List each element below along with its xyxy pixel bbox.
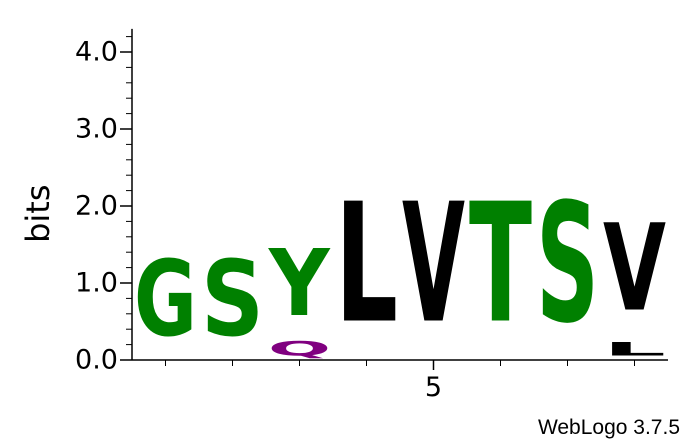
logo-letter-v: V (603, 200, 666, 339)
logo-letter-q: Q (268, 337, 331, 360)
logo-letter-l: L (335, 169, 398, 361)
y-tick-label: 4.0 (75, 37, 118, 68)
y-axis-ticks: 0.0 1.0 2.0 3.0 4.0 (75, 36, 132, 376)
logo-letter-g: G (134, 238, 197, 360)
y-tick-label: 0.0 (75, 345, 118, 376)
logo-letter-v: V (402, 168, 465, 359)
logo-letter-s: S (536, 169, 599, 360)
y-tick-label: 1.0 (75, 268, 118, 299)
x-tick-label: 5 (425, 372, 442, 403)
y-axis-label: bits (19, 184, 57, 242)
y-tick-label: 3.0 (75, 114, 118, 145)
logo-letter-s: S (201, 239, 264, 360)
logo-letters: G S QY L V T S LV (134, 168, 666, 360)
logo-letter-l: L (603, 338, 666, 360)
weblogo-credit: WebLogo 3.7.5 (537, 416, 680, 439)
logo-letter-y: Y (268, 229, 331, 337)
logo-letter-t: T (469, 169, 532, 360)
axes: bits 5 (19, 28, 668, 403)
y-tick-label: 2.0 (75, 191, 118, 222)
